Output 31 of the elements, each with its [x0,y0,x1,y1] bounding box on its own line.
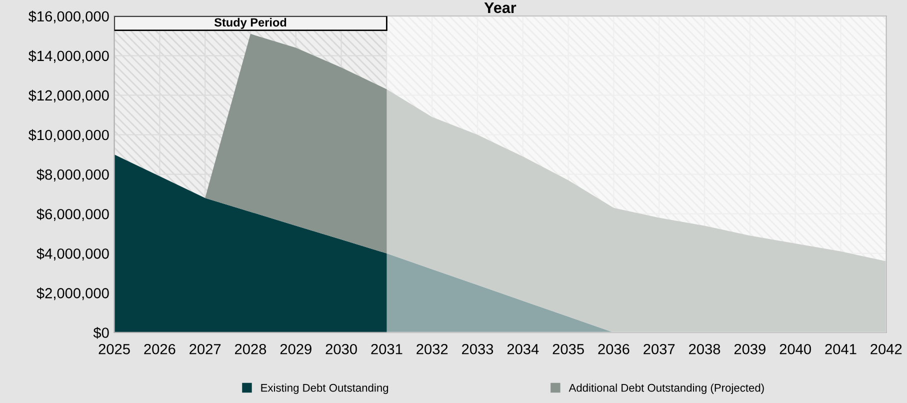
y-tick-label: $6,000,000 [36,208,109,221]
x-tick-label: 2033 [462,344,494,354]
x-tick-label: 2032 [416,344,448,354]
x-tick-label: 2039 [734,344,766,354]
y-tick-label: $10,000,000 [28,129,109,142]
legend-label: Additional Debt Outstanding (Projected) [568,384,764,394]
x-tick-label: 2034 [507,344,539,354]
band-label: Study Period [214,18,286,29]
x-tick-label: 2031 [371,344,402,354]
x-tick-label: 2041 [825,344,856,354]
chart-title: Year [484,2,516,14]
legend-label: Existing Debt Outstanding [261,384,388,394]
x-tick-label: 2037 [644,344,675,354]
x-tick-label: 2027 [190,344,221,354]
x-tick-label: 2029 [280,344,312,354]
x-tick-label: 2042 [870,344,902,354]
y-tick-label: $16,000,000 [28,10,109,24]
x-tick-label: 2026 [144,344,176,354]
x-tick-label: 2030 [326,344,357,354]
y-tick-label: $4,000,000 [36,248,109,261]
y-tick-label: $0 [93,326,109,339]
x-tick-label: 2038 [689,344,720,354]
y-tick-label: $2,000,000 [36,287,109,300]
x-tick-label: 2025 [98,344,130,354]
y-tick-label: $8,000,000 [36,168,109,182]
y-tick-label: $12,000,000 [28,90,109,102]
y-tick-label: $14,000,000 [28,50,109,63]
x-tick-label: 2035 [552,344,584,354]
x-tick-label: 2036 [598,344,630,354]
x-tick-label: 2028 [235,344,266,354]
x-tick-label: 2040 [780,344,811,354]
